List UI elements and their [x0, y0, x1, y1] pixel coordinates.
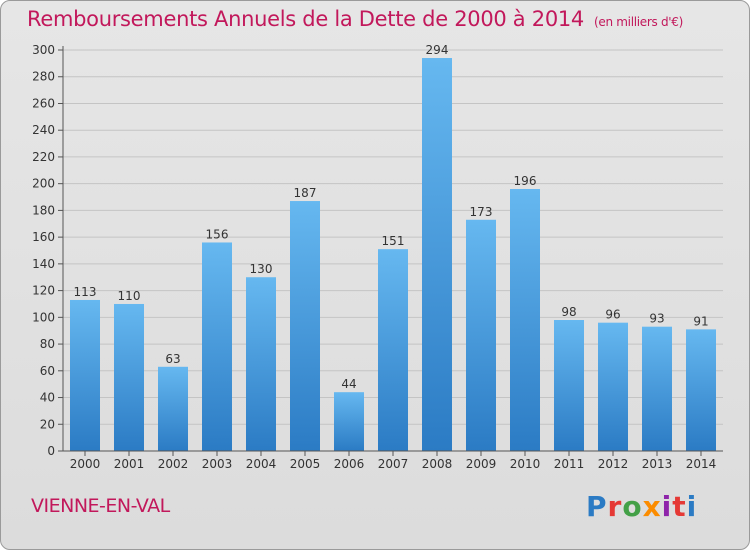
- chart-title-text: Remboursements Annuels de la Dette de 20…: [27, 7, 584, 31]
- svg-text:Proxiti: Proxiti: [586, 490, 696, 523]
- x-tick-label: 2005: [290, 457, 321, 471]
- y-tick-label: 60: [40, 364, 55, 378]
- y-tick-label: 20: [40, 417, 55, 431]
- x-tick-label: 2013: [642, 457, 673, 471]
- data-label: 44: [341, 377, 356, 391]
- bar: [202, 242, 232, 451]
- y-tick-label: 300: [32, 43, 55, 57]
- proxiti-logo: Proxiti: [586, 490, 696, 523]
- data-label: 173: [470, 205, 493, 219]
- bar: [70, 299, 100, 451]
- data-label: 91: [693, 314, 708, 328]
- bar: [246, 277, 276, 451]
- y-axis: 0 20 40 60 80 100 120 140 160 180 200 220 240 260 280 3…: [32, 43, 64, 458]
- y-tick-label: 100: [32, 310, 55, 324]
- y-tick-label: 0: [47, 444, 55, 458]
- x-tick-label: 2009: [466, 457, 497, 471]
- bar: [466, 219, 496, 451]
- bar: [510, 189, 540, 451]
- bar: [642, 326, 672, 451]
- x-tick-label: 2002: [158, 457, 189, 471]
- x-tick-label: 2006: [334, 457, 365, 471]
- data-label: 187: [294, 186, 317, 200]
- bar: [158, 366, 188, 451]
- x-tick-label: 2014: [686, 457, 717, 471]
- data-label: 110: [118, 289, 141, 303]
- chart-unit: (en milliers d'€): [594, 15, 684, 29]
- bar: [554, 320, 584, 451]
- y-tick-label: 40: [40, 391, 55, 405]
- data-label: 156: [206, 227, 229, 241]
- y-tick-label: 240: [32, 123, 55, 137]
- y-tick-label: 220: [32, 150, 55, 164]
- bar: [334, 392, 364, 451]
- x-tick-label: 2008: [422, 457, 453, 471]
- bar: [598, 322, 628, 451]
- y-tick-label: 280: [32, 70, 55, 84]
- data-label: 294: [426, 43, 449, 57]
- bar: [114, 303, 144, 451]
- data-label: 196: [514, 174, 537, 188]
- data-label: 96: [605, 308, 620, 322]
- data-label: 113: [74, 285, 97, 299]
- bars: 113 110 63 156 130 187 44 151 294 173 196 98 96 93 91: [70, 43, 716, 452]
- bar: [290, 201, 320, 451]
- data-label: 63: [165, 352, 180, 366]
- bar: [378, 249, 408, 451]
- x-tick-label: 2000: [70, 457, 101, 471]
- x-tick-label: 2007: [378, 457, 409, 471]
- x-tick-label: 2003: [202, 457, 233, 471]
- x-tick-label: 2004: [246, 457, 277, 471]
- bar: [422, 58, 452, 452]
- data-label: 130: [250, 262, 273, 276]
- commune-name: VIENNE-EN-VAL: [31, 495, 170, 517]
- y-tick-label: 260: [32, 96, 55, 110]
- y-tick-label: 140: [32, 257, 55, 271]
- x-tick-label: 2001: [114, 457, 145, 471]
- x-axis: 2000 2001 2002 2003 2004 2005 2006 2007 2008 2009…: [63, 450, 723, 471]
- y-tick-label: 180: [32, 203, 55, 217]
- chart-title: Remboursements Annuels de la Dette de 20…: [27, 7, 683, 31]
- y-tick-label: 120: [32, 284, 55, 298]
- x-tick-label: 2012: [598, 457, 629, 471]
- bar: [686, 329, 716, 451]
- data-label: 98: [561, 305, 576, 319]
- y-tick-label: 80: [40, 337, 55, 351]
- y-tick-label: 160: [32, 230, 55, 244]
- data-label: 93: [649, 312, 664, 326]
- x-tick-label: 2010: [510, 457, 541, 471]
- y-tick-label: 200: [32, 177, 55, 191]
- data-label: 151: [382, 234, 405, 248]
- x-tick-label: 2011: [554, 457, 585, 471]
